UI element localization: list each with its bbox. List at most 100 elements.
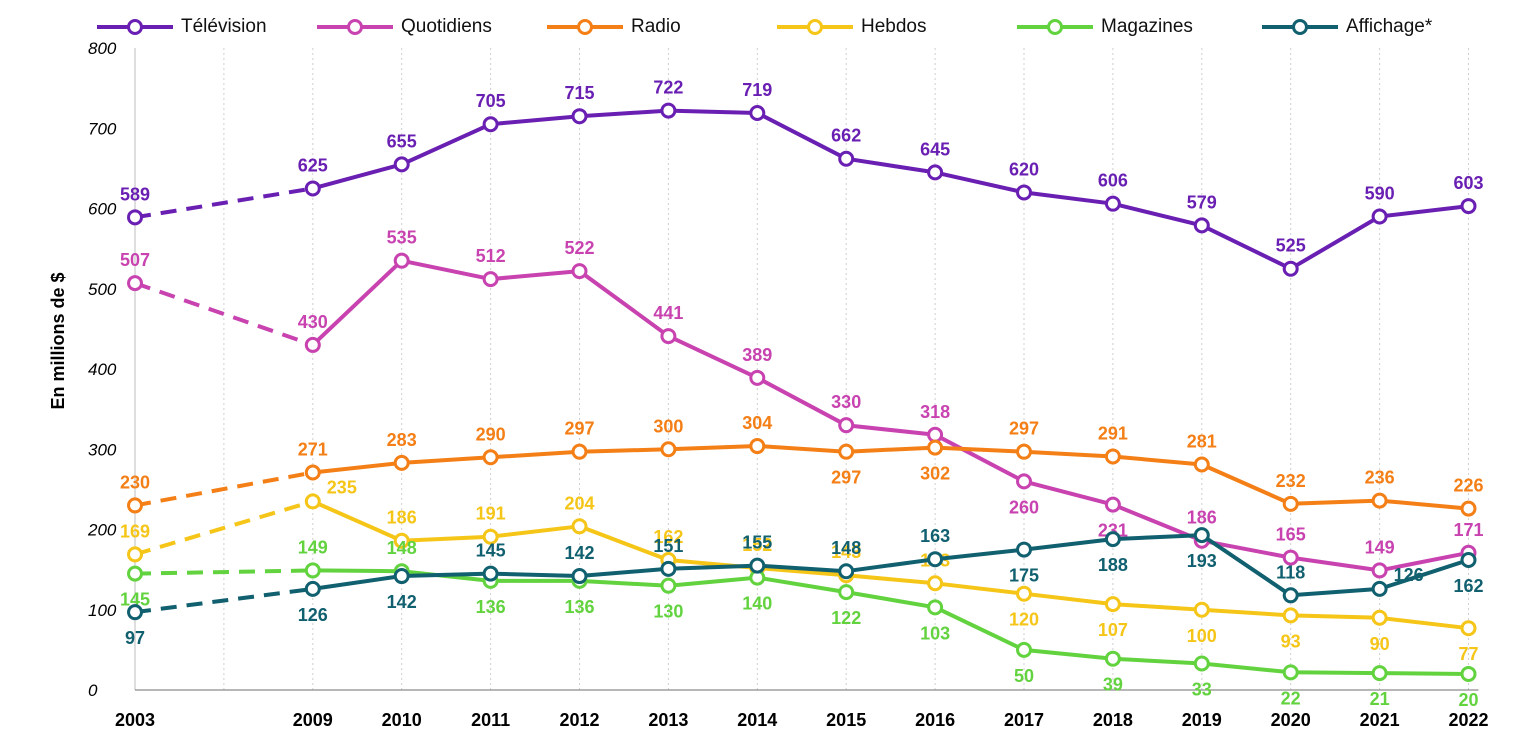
data-label-hebdos: 107 xyxy=(1098,620,1128,640)
data-point-hebdos xyxy=(927,575,944,592)
data-label-quotidiens: 186 xyxy=(1187,508,1217,528)
data-point-hebdos xyxy=(127,546,143,563)
data-point-affichage xyxy=(838,563,855,580)
legend-swatch-hebdos xyxy=(777,19,853,35)
data-point-affichage xyxy=(482,565,499,582)
data-point-tlvision xyxy=(1104,195,1121,212)
data-label-magazines: 33 xyxy=(1192,680,1212,700)
data-label-affichage: 97 xyxy=(125,628,145,648)
data-label-affichage: 142 xyxy=(387,592,417,612)
data-label-tlvision: 662 xyxy=(831,126,861,146)
data-label-magazines: 149 xyxy=(298,537,328,557)
data-point-quotidiens xyxy=(1104,496,1121,513)
data-point-affichage xyxy=(660,560,677,577)
series-line-dashed-radio xyxy=(134,470,314,508)
legend-label: Hebdos xyxy=(861,16,927,37)
data-point-hebdos xyxy=(1460,620,1477,637)
data-point-radio xyxy=(1016,443,1032,460)
data-point-hebdos xyxy=(393,532,410,549)
data-point-tlvision xyxy=(1282,260,1299,277)
data-point-radio xyxy=(1193,456,1210,473)
data-point-quotidiens xyxy=(571,263,588,280)
data-label-radio: 304 xyxy=(742,413,772,433)
data-label-tlvision: 715 xyxy=(564,83,594,103)
data-label-tlvision: 705 xyxy=(476,91,506,111)
data-point-quotidiens xyxy=(393,252,410,269)
data-point-affichage xyxy=(393,568,410,585)
data-label-hebdos: 100 xyxy=(1187,626,1217,646)
data-label-affichage: 151 xyxy=(653,536,683,556)
legend-item-radio: Radio xyxy=(545,12,681,42)
data-label-radio: 281 xyxy=(1187,431,1217,451)
data-label-quotidiens: 507 xyxy=(120,250,150,270)
data-point-radio xyxy=(927,439,944,456)
data-point-quotidiens xyxy=(838,417,855,434)
y-tick-label: 400 xyxy=(88,360,117,379)
data-label-quotidiens: 260 xyxy=(1009,497,1039,517)
x-tick-label: 2020 xyxy=(1271,710,1311,730)
legend-label: Télévision xyxy=(181,16,267,37)
series-line-quotidiens xyxy=(311,258,1469,573)
data-label-affichage: 126 xyxy=(298,605,328,625)
data-point-tlvision xyxy=(838,150,855,167)
data-label-affichage: 193 xyxy=(1187,551,1217,571)
data-label-tlvision: 590 xyxy=(1365,184,1395,204)
data-label-radio: 291 xyxy=(1098,423,1128,443)
data-label-radio: 226 xyxy=(1453,476,1483,496)
data-point-radio xyxy=(127,497,143,514)
data-label-radio: 300 xyxy=(653,416,683,436)
data-point-quotidiens xyxy=(304,336,321,353)
data-point-tlvision xyxy=(304,180,321,197)
y-tick-label: 600 xyxy=(88,200,117,219)
data-point-hebdos xyxy=(1016,585,1032,602)
x-tick-label: 2003 xyxy=(115,710,155,730)
data-label-magazines: 39 xyxy=(1103,675,1123,695)
data-label-hebdos: 204 xyxy=(564,493,594,513)
data-point-affichage xyxy=(1460,551,1477,568)
y-tick-label: 800 xyxy=(88,39,117,58)
data-label-affichage: 142 xyxy=(564,543,594,563)
data-point-radio xyxy=(1104,448,1121,465)
data-label-radio: 297 xyxy=(831,468,861,488)
data-label-quotidiens: 535 xyxy=(387,228,417,248)
y-tick-label: 200 xyxy=(87,521,117,540)
data-point-tlvision xyxy=(1016,184,1032,201)
legend-item-affichage: Affichage* xyxy=(1260,12,1432,42)
data-label-radio: 271 xyxy=(298,440,328,460)
data-label-magazines: 20 xyxy=(1458,690,1478,710)
data-point-radio xyxy=(482,449,499,466)
data-label-affichage: 188 xyxy=(1098,555,1128,575)
data-label-magazines: 130 xyxy=(653,602,683,622)
data-label-magazines: 148 xyxy=(387,538,417,558)
x-tick-label: 2011 xyxy=(471,710,510,730)
data-label-tlvision: 603 xyxy=(1453,173,1483,193)
data-label-quotidiens: 231 xyxy=(1098,521,1128,541)
data-label-affichage: 145 xyxy=(476,541,506,561)
data-point-radio xyxy=(1282,495,1299,512)
legend-item-tlvision: Télévision xyxy=(95,12,267,42)
data-point-radio xyxy=(660,441,677,458)
y-tick-label: 700 xyxy=(88,119,117,138)
legend-marker-tlvision xyxy=(127,19,143,35)
data-label-quotidiens: 441 xyxy=(653,303,683,323)
data-label-radio: 230 xyxy=(120,472,150,492)
data-point-quotidiens xyxy=(482,271,499,288)
data-label-hebdos: 77 xyxy=(1458,644,1478,664)
legend-item-quotidiens: Quotidiens xyxy=(315,12,492,42)
legend-label: Affichage* xyxy=(1346,16,1433,37)
data-label-quotidiens: 149 xyxy=(1365,537,1395,557)
data-label-hebdos: 235 xyxy=(327,477,357,497)
data-label-magazines: 145 xyxy=(120,590,150,610)
series-line-radio xyxy=(312,444,1469,511)
y-tick-label: 0 xyxy=(88,681,98,700)
data-point-tlvision xyxy=(393,156,410,173)
data-label-quotidiens: 522 xyxy=(564,238,594,258)
data-label-affichage: 163 xyxy=(920,526,950,546)
data-point-radio xyxy=(838,443,855,460)
legend-item-hebdos: Hebdos xyxy=(775,12,927,42)
legend-marker-magazines xyxy=(1047,19,1063,35)
series-line-dashed-affichage xyxy=(134,586,314,615)
x-tick-label: 2019 xyxy=(1182,710,1222,730)
legend-swatch-quotidiens xyxy=(317,19,393,35)
data-label-radio: 236 xyxy=(1365,468,1395,488)
